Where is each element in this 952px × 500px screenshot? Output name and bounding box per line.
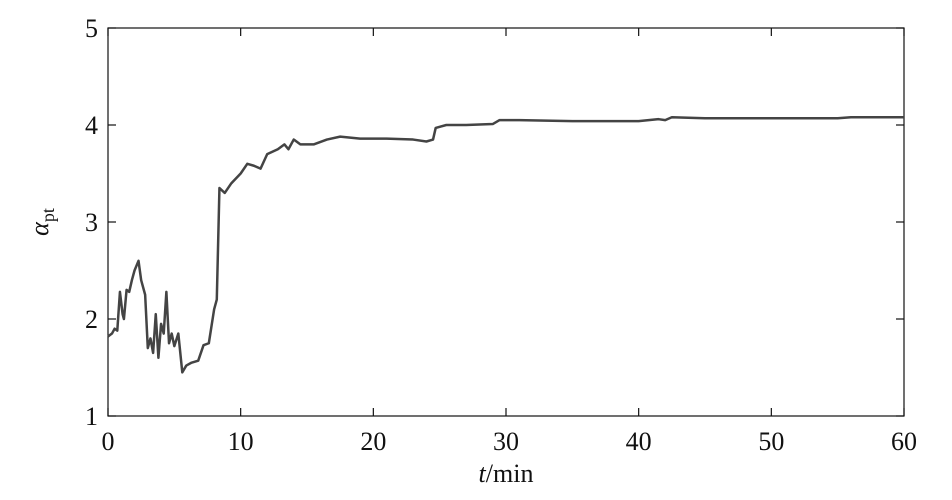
y-tick-label: 2	[85, 305, 98, 334]
x-tick-label: 20	[360, 427, 386, 456]
y-tick-label: 1	[85, 402, 98, 431]
x-tick-label: 0	[102, 427, 115, 456]
y-tick-label: 4	[85, 111, 98, 140]
y-tick-label: 5	[85, 14, 98, 43]
x-label-unit: /min	[486, 459, 534, 488]
x-tick-label: 40	[626, 427, 652, 456]
y-tick-label: 3	[85, 208, 98, 237]
data-line	[107, 115, 904, 374]
x-tick-label: 60	[891, 427, 917, 456]
y-label-subscript: pt	[38, 208, 58, 222]
x-tick-label: 10	[228, 427, 254, 456]
x-axis-label: t/min	[479, 459, 534, 488]
plot-frame	[107, 27, 905, 417]
x-tick-label: 30	[493, 427, 519, 456]
y-label-symbol: α	[25, 221, 54, 236]
y-axis-label: αpt	[25, 208, 58, 236]
x-tick-label: 50	[758, 427, 784, 456]
x-label-var: t	[479, 459, 487, 488]
